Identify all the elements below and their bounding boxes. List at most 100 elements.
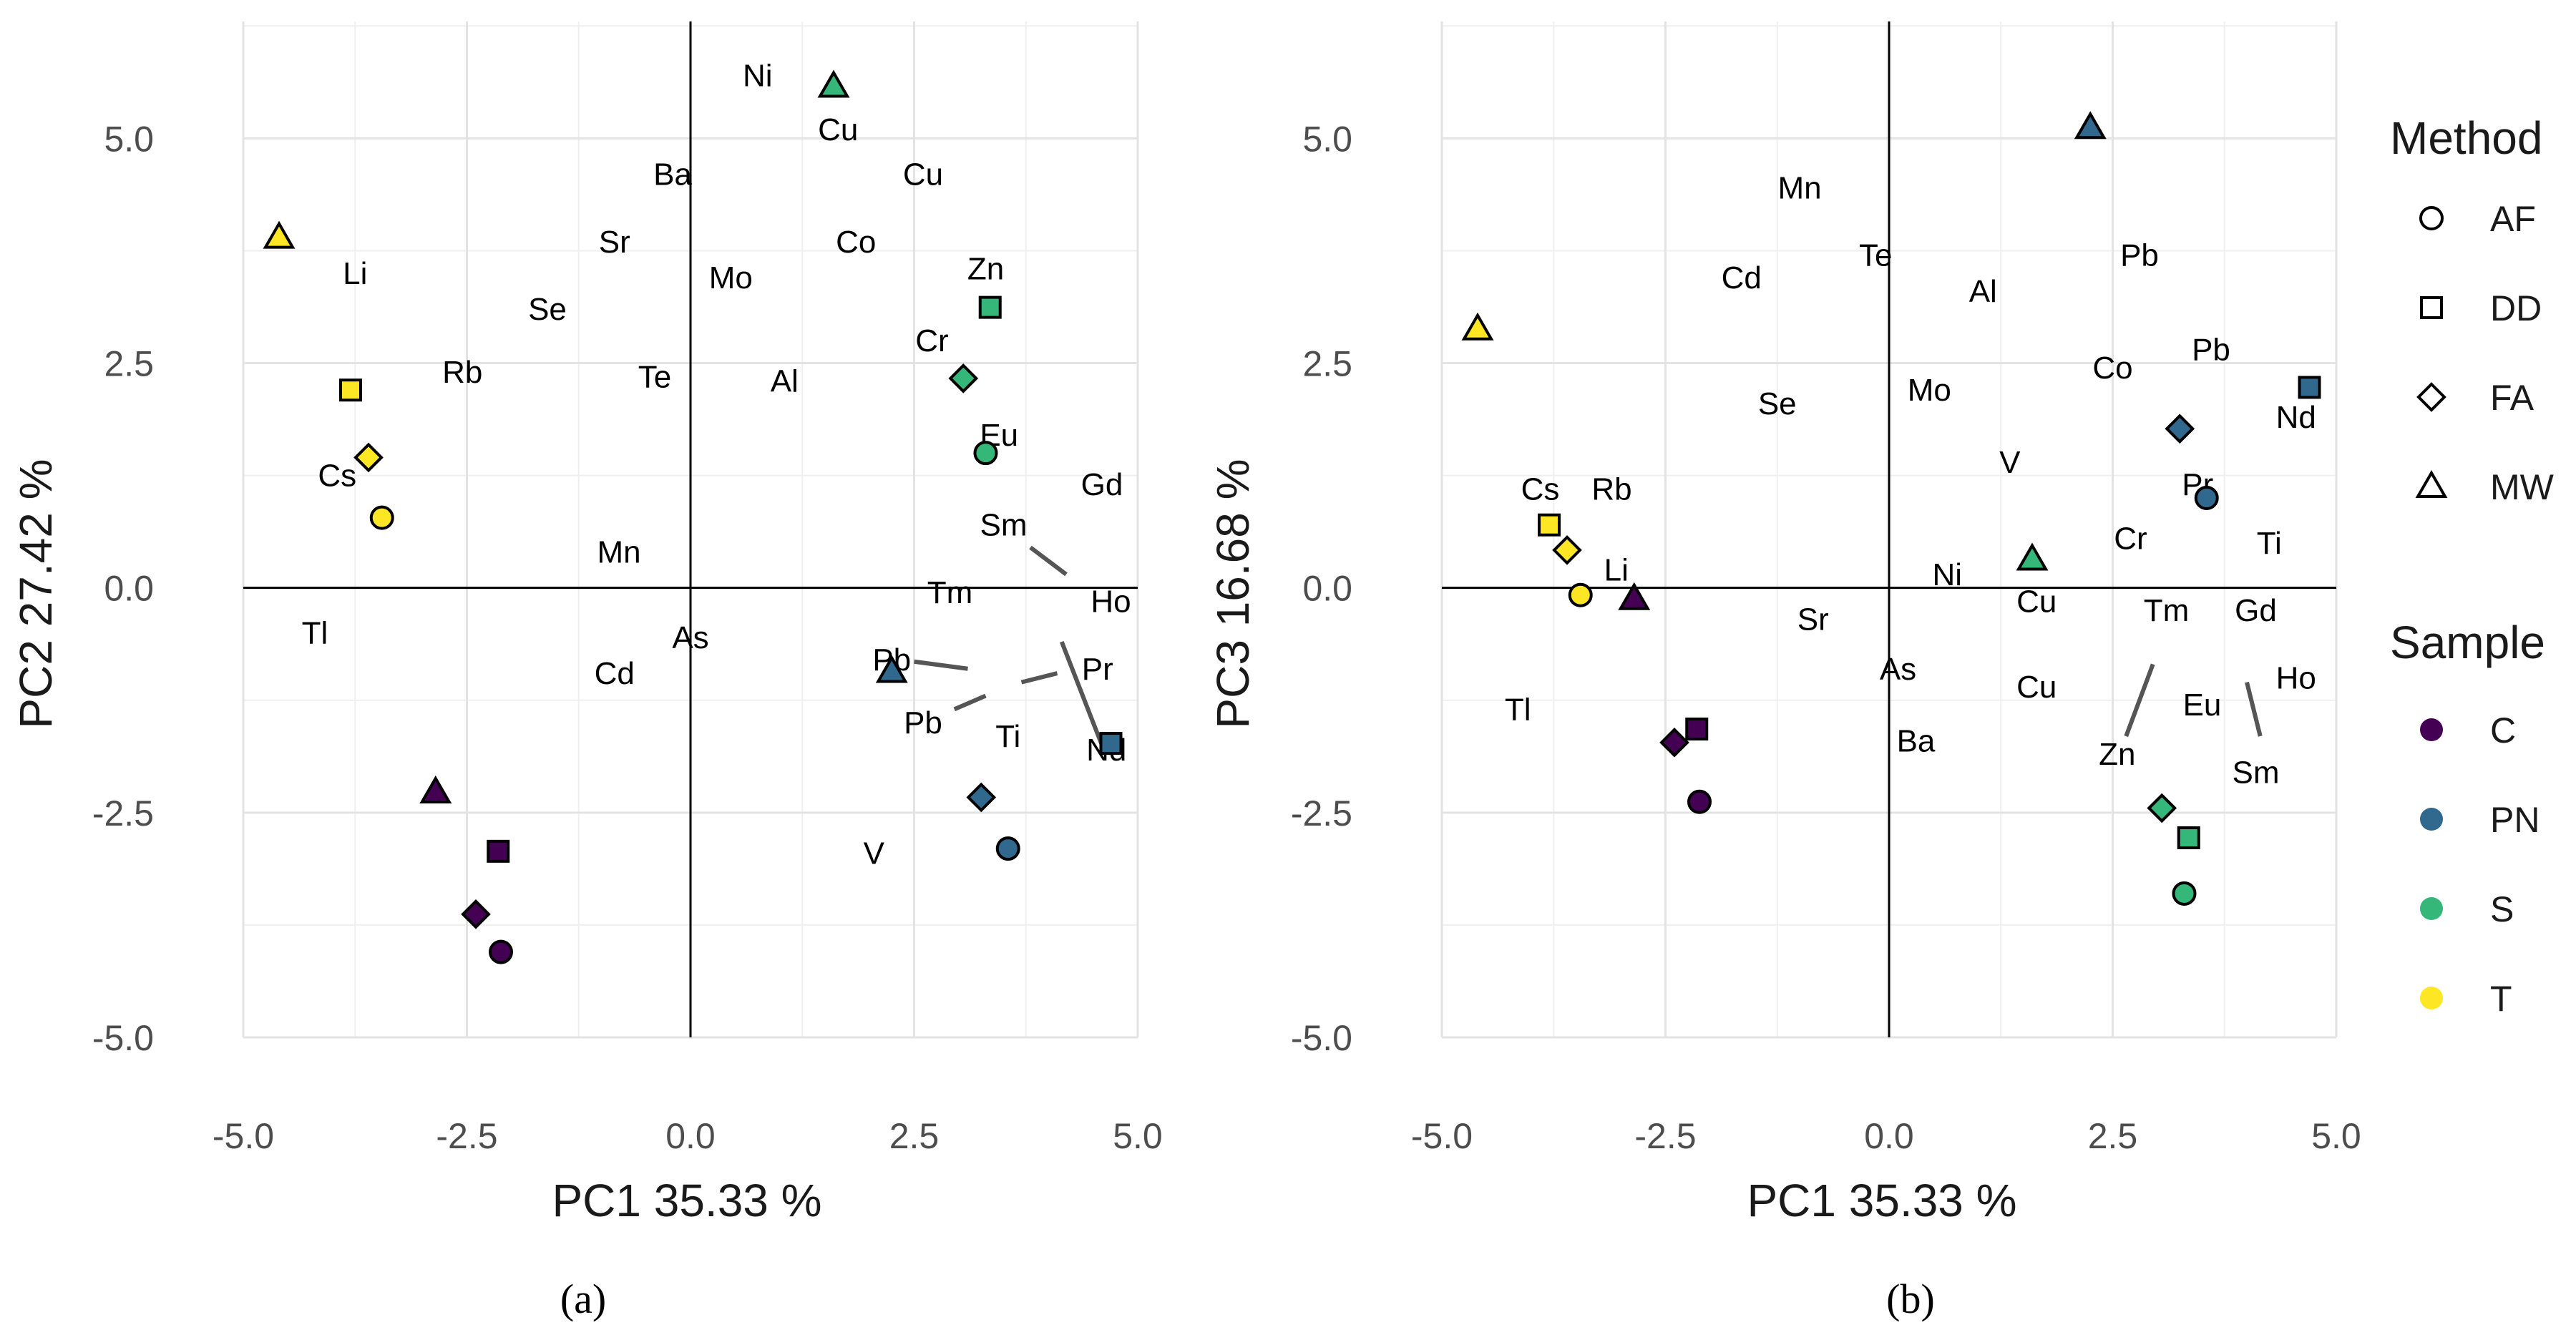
element-label-tm: Tm — [2144, 593, 2190, 628]
legend-sample-pn-swatch — [2420, 808, 2443, 831]
legend-method-dd-symbol — [2420, 296, 2443, 319]
element-label-as: As — [672, 620, 708, 655]
element-label-sr: Sr — [599, 225, 630, 260]
element-label-co: Co — [836, 225, 876, 260]
element-label-tl: Tl — [302, 616, 328, 651]
point-t-fa — [353, 442, 384, 473]
x-tick-label: -5.0 — [213, 1116, 274, 1156]
element-label-rb: Rb — [442, 355, 482, 390]
legend-method-items: AF DD FA MW — [2415, 199, 2555, 507]
point-c-dd — [487, 839, 510, 863]
legend-method-fa-label: FA — [2490, 378, 2534, 418]
legend-sample-t-label: T — [2490, 979, 2512, 1019]
point-pn-dd — [1099, 732, 1123, 755]
panel-b-label-segments — [2124, 663, 2263, 738]
element-label-cu: Cu — [903, 157, 943, 192]
point-s-mw — [2016, 542, 2049, 571]
point-t-dd — [1538, 513, 1561, 537]
element-label-rb: Rb — [1591, 471, 1631, 507]
point-s-mw — [817, 69, 850, 98]
legend-method-title: Method — [2390, 112, 2542, 164]
element-label-te: Te — [638, 359, 671, 394]
element-label-tl: Tl — [1505, 692, 1531, 727]
legend-method-mw-label: MW — [2490, 467, 2555, 507]
legend-sample-items: C PN S T — [2420, 710, 2540, 1019]
label-leader-line — [1059, 640, 1104, 746]
point-pn-af — [995, 836, 1020, 861]
element-label-ti: Ti — [995, 719, 1020, 754]
element-label-eu: Eu — [2183, 688, 2222, 723]
y-tick-label: 2.5 — [104, 344, 154, 384]
element-label-mo: Mo — [709, 260, 753, 295]
panel-b-zero-lines — [1442, 21, 2336, 1037]
element-label-pb: Pb — [2120, 238, 2159, 273]
panel-b-label: (b) — [1886, 1276, 1935, 1322]
element-label-mo: Mo — [1908, 373, 1951, 408]
element-label-cd: Cd — [595, 656, 635, 691]
panel-b-points — [1461, 111, 2321, 906]
point-c-fa — [1659, 727, 1689, 758]
y-tick-label: 5.0 — [1302, 119, 1352, 159]
element-label-te: Te — [1859, 238, 1892, 273]
point-t-mw — [263, 220, 296, 249]
point-s-af — [2172, 881, 2197, 906]
element-label-cu: Cu — [2016, 585, 2057, 620]
element-label-nd: Nd — [2276, 400, 2316, 435]
element-label-pr: Pr — [1082, 652, 1113, 687]
x-tick-label: -5.0 — [1411, 1116, 1473, 1156]
point-t-dd — [339, 378, 362, 402]
point-pn-dd — [2298, 376, 2321, 399]
panel-a-label-segments — [914, 545, 1104, 746]
panel-b-pc1-vs-pc3: -5.0 -2.5 0.0 2.5 5.0 -5.0 -2.5 0.0 2.5 5.0 Mn Te P… — [1207, 21, 2361, 1322]
legend-method-mw-symbol — [2415, 469, 2448, 498]
legend-sample-c-label: C — [2490, 710, 2516, 750]
element-label-mn: Mn — [597, 534, 640, 569]
point-pn-mw — [2074, 111, 2107, 140]
point-pn-mw — [875, 655, 908, 683]
legend-sample-s-label: S — [2490, 889, 2514, 929]
element-label-ni: Ni — [1932, 557, 1962, 592]
y-tick-label: 2.5 — [1302, 344, 1352, 384]
panel-a-y-axis-title: PC2 27.42 % — [10, 459, 62, 728]
element-label-as: As — [1880, 652, 1916, 687]
panel-a-points — [263, 69, 1123, 964]
label-leader-line — [914, 659, 968, 671]
element-label-sm: Sm — [980, 508, 1028, 543]
point-t-mw — [1461, 312, 1494, 341]
y-tick-label: -2.5 — [92, 793, 154, 833]
point-c-af — [489, 939, 513, 964]
x-tick-label: 5.0 — [2311, 1116, 2361, 1156]
point-c-mw — [419, 775, 452, 803]
point-s-fa — [948, 363, 979, 393]
point-s-dd — [2177, 826, 2200, 850]
element-label-li: Li — [1604, 553, 1629, 588]
point-s-af — [973, 441, 998, 466]
legend-method-fa-symbol — [2416, 382, 2446, 412]
element-label-ba: Ba — [653, 157, 692, 192]
element-label-pb: Pb — [2192, 333, 2230, 368]
legend-sample-c-swatch — [2420, 718, 2443, 741]
label-leader-line — [1029, 545, 1068, 577]
y-tick-label: 0.0 — [1302, 569, 1352, 609]
element-label-tm: Tm — [927, 575, 973, 610]
point-t-fa — [1552, 535, 1582, 565]
point-pn-fa — [966, 782, 997, 813]
y-tick-label: 0.0 — [104, 569, 154, 609]
element-label-cs: Cs — [1521, 471, 1560, 507]
point-t-af — [369, 505, 394, 530]
panel-b-ticks: -5.0 -2.5 0.0 2.5 5.0 -5.0 -2.5 0.0 2.5 5.0 — [1291, 119, 2361, 1156]
panel-a-pc1-vs-pc2: -5.0 -2.5 0.0 2.5 5.0 -5.0 -2.5 0.0 2.5 5.0 Ni Cu B… — [10, 21, 1163, 1322]
element-label-v: V — [1999, 445, 2021, 480]
point-c-fa — [461, 899, 491, 929]
x-tick-label: -2.5 — [1634, 1116, 1696, 1156]
legend-sample-s-swatch — [2420, 897, 2443, 920]
element-label-zn: Zn — [2099, 737, 2135, 772]
element-label-mn: Mn — [1777, 170, 1821, 205]
element-label-v: V — [864, 836, 885, 871]
element-label-al: Al — [1969, 274, 1997, 309]
point-c-af — [1687, 789, 1712, 814]
element-label-li: Li — [343, 256, 367, 291]
panel-b-x-axis-title: PC1 35.33 % — [1747, 1175, 2016, 1226]
